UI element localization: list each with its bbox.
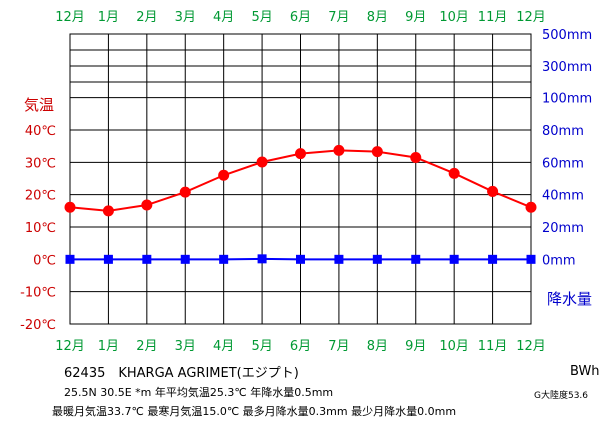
temperature-point xyxy=(141,199,153,211)
month-tick-label: 5月 xyxy=(251,339,272,354)
temperature-point xyxy=(333,144,345,156)
precipitation-point xyxy=(411,254,421,264)
month-tick-label: 7月 xyxy=(328,339,349,354)
precipitation-point xyxy=(142,254,152,264)
month-tick-label: 1月 xyxy=(98,10,119,25)
precipitation-point xyxy=(334,254,344,264)
precipitation-point xyxy=(103,254,113,264)
month-tick-label: 10月 xyxy=(439,339,469,354)
month-tick-label: 1月 xyxy=(98,339,119,354)
month-labels-top: 12月 1月 2月 3月 4月 5月 6月 7月 8月 9月 10月 11月 12月 xyxy=(55,10,546,25)
month-tick-label: 8月 xyxy=(367,10,388,25)
grid-lines xyxy=(70,34,531,324)
temperature-axis-title: 気温 xyxy=(24,96,54,114)
month-tick-label: 12月 xyxy=(55,10,85,25)
precipitation-point xyxy=(488,254,498,264)
temperature-tick-label: 0℃ xyxy=(33,253,56,268)
month-tick-label: 9月 xyxy=(405,339,426,354)
precipitation-point xyxy=(219,254,229,264)
month-tick-label: 6月 xyxy=(290,339,311,354)
month-tick-label: 11月 xyxy=(478,10,508,25)
precipitation-tick-label: 500mm xyxy=(542,28,592,43)
month-tick-label: 2月 xyxy=(136,339,157,354)
temperature-point xyxy=(410,151,422,163)
temperature-point xyxy=(448,167,460,179)
continentality-index: G大陸度53.6 xyxy=(534,391,589,401)
month-tick-label: 12月 xyxy=(516,10,546,25)
series-layer xyxy=(64,144,537,264)
temperature-tick-label: 30℃ xyxy=(25,156,56,171)
precipitation-tick-labels: 500mm 300mm 100mm 80mm 60mm 40mm 20mm 0mm xyxy=(542,28,592,268)
temperature-point xyxy=(487,185,499,197)
temperature-tick-label: 40℃ xyxy=(25,124,56,139)
temperature-tick-label: -10℃ xyxy=(20,286,56,301)
month-tick-label: 2月 xyxy=(136,10,157,25)
month-tick-label: 8月 xyxy=(367,339,388,354)
month-tick-label: 11月 xyxy=(478,339,508,354)
precipitation-point xyxy=(257,254,267,264)
station-name: 62435 KHARGA AGRIMET(エジプト) xyxy=(64,366,299,381)
precipitation-point xyxy=(449,254,459,264)
temperature-point xyxy=(525,201,537,213)
month-tick-label: 12月 xyxy=(55,339,85,354)
precipitation-tick-label: 40mm xyxy=(542,189,584,204)
month-tick-label: 3月 xyxy=(175,339,196,354)
climate-classification: BWh xyxy=(570,364,600,379)
month-tick-label: 5月 xyxy=(251,10,272,25)
temperature-point xyxy=(218,169,230,181)
station-summary: 25.5N 30.5E *m 年平均気温25.3℃ 年降水量0.5mm xyxy=(64,386,334,399)
precipitation-tick-label: 100mm xyxy=(542,92,592,107)
temperature-point xyxy=(256,156,268,168)
month-labels-bottom: 12月 1月 2月 3月 4月 5月 6月 7月 8月 9月 10月 11月 12月 xyxy=(55,339,546,354)
temperature-point xyxy=(371,146,383,158)
precipitation-point xyxy=(180,254,190,264)
precipitation-tick-label: 300mm xyxy=(542,60,592,75)
plot-area-border xyxy=(69,33,532,325)
precipitation-point xyxy=(65,254,75,264)
station-extremes: 最暖月気温33.7℃ 最寒月気温15.0℃ 最多月降水量0.3mm 最少月降水量… xyxy=(52,405,457,418)
precipitation-point xyxy=(372,254,382,264)
temperature-point xyxy=(179,186,191,198)
temperature-tick-labels: 40℃ 30℃ 20℃ 10℃ 0℃ -10℃ -20℃ xyxy=(20,124,56,333)
temperature-tick-label: 20℃ xyxy=(25,189,56,204)
month-tick-label: 6月 xyxy=(290,10,311,25)
temperature-tick-label: -20℃ xyxy=(20,318,56,333)
month-tick-label: 4月 xyxy=(213,339,234,354)
month-tick-label: 10月 xyxy=(439,10,469,25)
month-tick-label: 12月 xyxy=(516,339,546,354)
precipitation-tick-label: 80mm xyxy=(542,124,584,139)
precipitation-point xyxy=(296,254,305,264)
precipitation-tick-label: 60mm xyxy=(542,156,584,171)
month-tick-label: 9月 xyxy=(405,10,426,25)
temperature-point xyxy=(64,201,76,213)
precipitation-point xyxy=(526,254,536,264)
precipitation-tick-label: 20mm xyxy=(542,221,584,236)
precipitation-axis-title: 降水量 xyxy=(547,290,592,308)
temperature-point xyxy=(102,205,114,217)
month-tick-label: 7月 xyxy=(328,10,349,25)
month-tick-label: 3月 xyxy=(175,10,196,25)
month-tick-label: 4月 xyxy=(213,10,234,25)
temperature-point xyxy=(295,148,306,160)
precipitation-tick-label: 0mm xyxy=(542,253,576,268)
temperature-tick-label: 10℃ xyxy=(25,221,56,236)
